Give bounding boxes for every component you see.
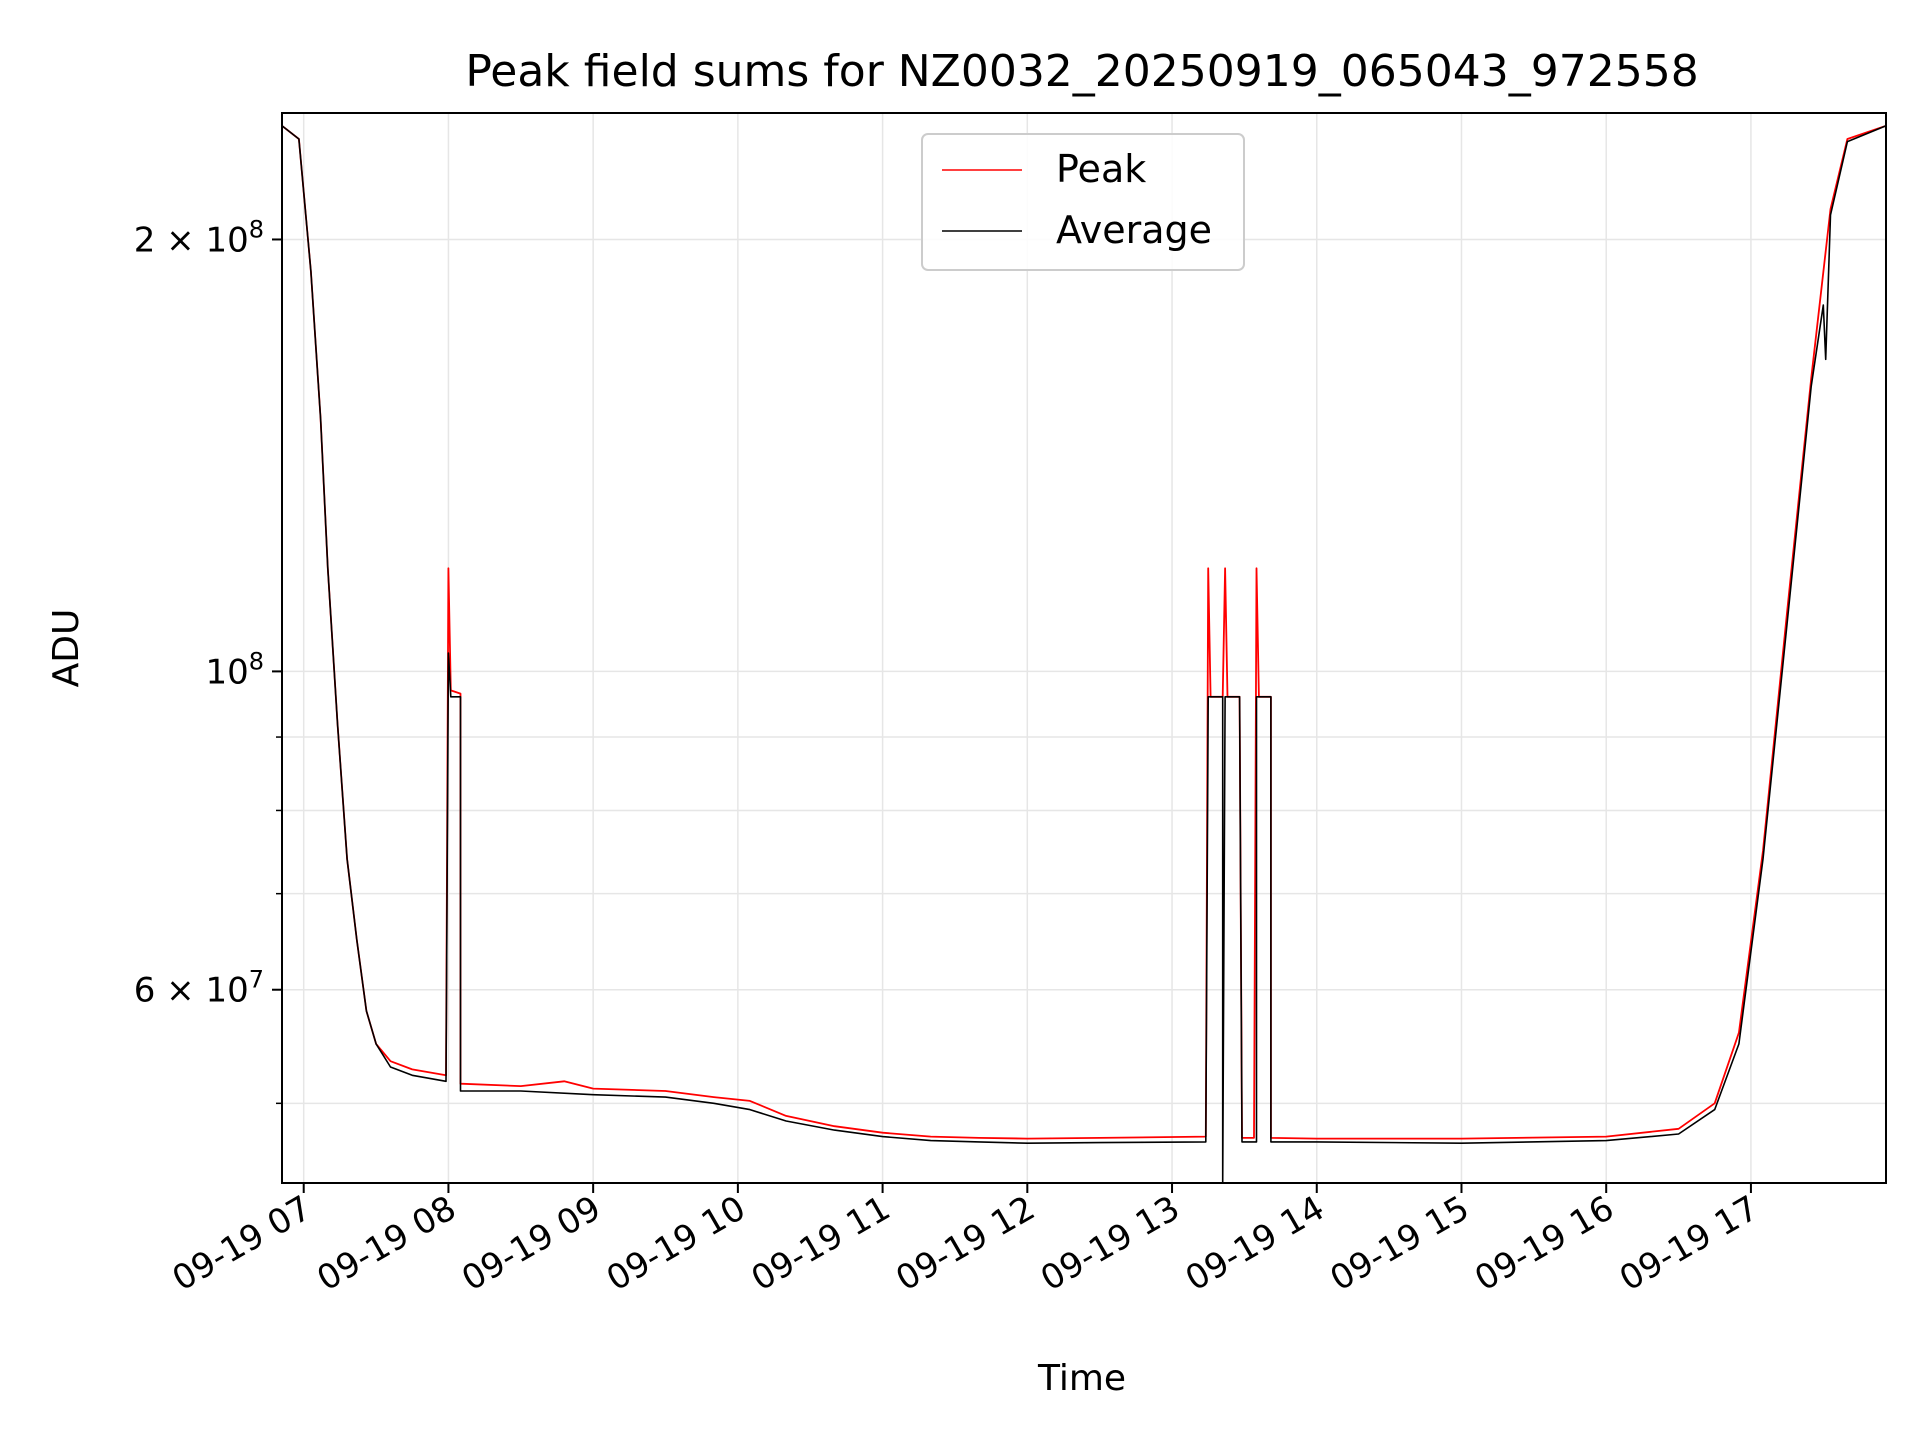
grid-lines [282, 113, 1886, 1183]
series-line-average [282, 125, 1886, 1183]
plot-frame [281, 112, 1887, 1184]
y-tick-label: 108 [205, 647, 264, 692]
y-axis-title: ADU [46, 609, 87, 688]
y-axis: 2 × 108 108 6 × 107 [134, 215, 282, 1105]
x-axis-title: Time [1037, 1358, 1126, 1399]
chart-title: Peak field sums for NZ0032_20250919_0650… [465, 46, 1698, 97]
legend: Peak Average [921, 133, 1245, 271]
legend-label-average: Average [1056, 208, 1212, 252]
y-tick-label: 2 × 108 [134, 215, 264, 260]
y-tick-label: 6 × 107 [134, 966, 264, 1011]
legend-box [921, 133, 1245, 271]
legend-label-peak: Peak [1056, 147, 1146, 191]
series-lines [282, 124, 1886, 1183]
